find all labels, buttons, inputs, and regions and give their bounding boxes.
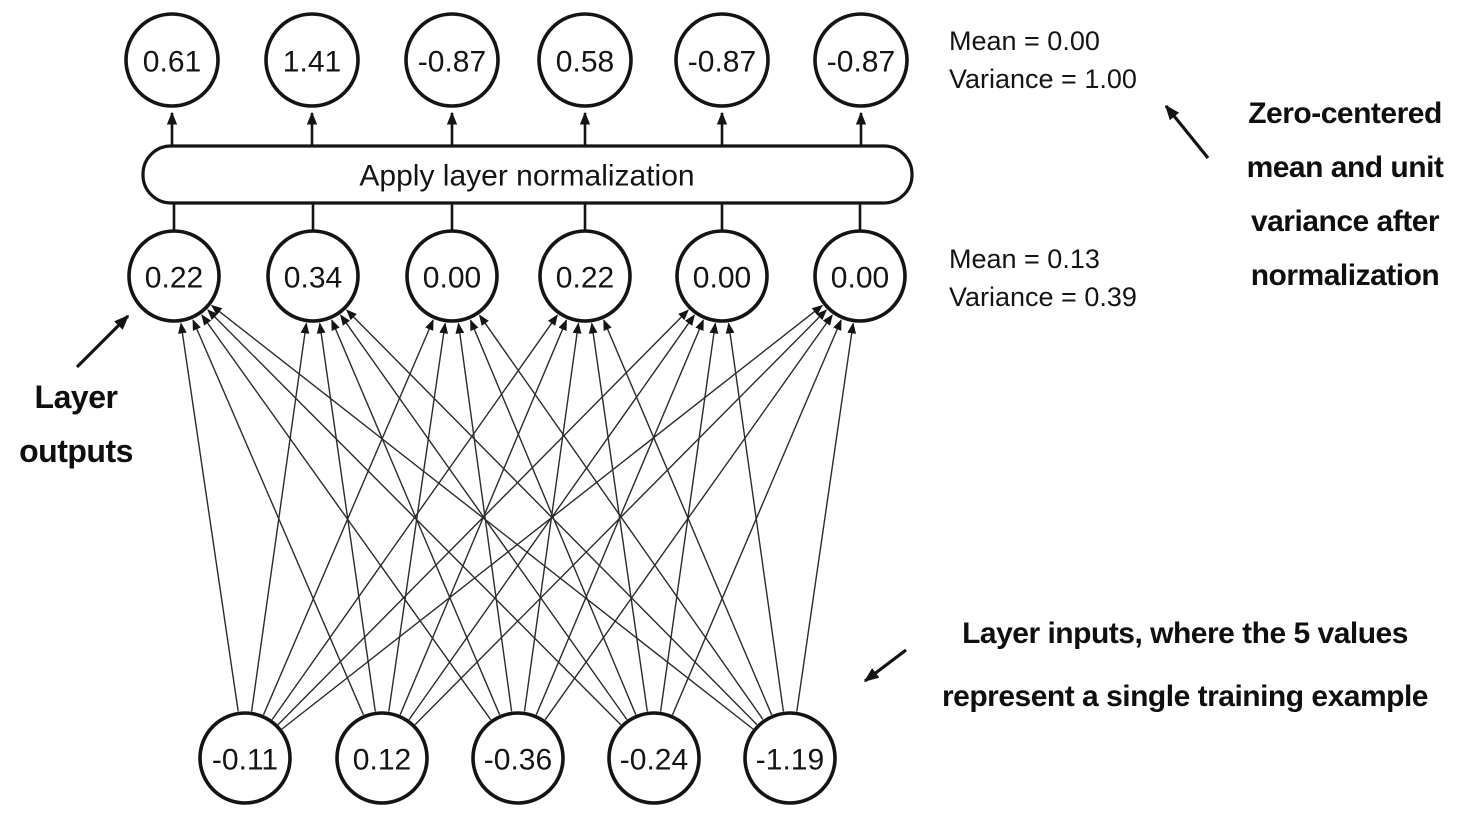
layer-outputs-annotation: Layer outputs bbox=[19, 314, 133, 469]
connection-line bbox=[210, 304, 754, 730]
layer-output-node: 0.34 bbox=[266, 229, 360, 323]
connection-line bbox=[340, 314, 628, 721]
node-circle bbox=[537, 12, 633, 108]
node-value: 0.34 bbox=[284, 262, 342, 295]
annotation-line: represent a single training example bbox=[942, 680, 1428, 713]
node-value: 0.22 bbox=[556, 262, 614, 295]
annotation-line: mean and unit bbox=[1247, 151, 1444, 184]
node-value: 0.58 bbox=[556, 46, 614, 79]
node-circle bbox=[198, 711, 292, 805]
node-circle bbox=[405, 229, 499, 323]
connection-line bbox=[796, 322, 857, 712]
variance-after-norm: Variance = 1.00 bbox=[949, 64, 1137, 94]
connection-line bbox=[469, 319, 637, 715]
node-circle bbox=[404, 12, 500, 108]
normalized-output-node: -0.87 bbox=[404, 12, 500, 108]
connection-line bbox=[478, 314, 764, 720]
annotation-line: Layer bbox=[35, 379, 118, 415]
annotation-line: variance after bbox=[1251, 205, 1440, 238]
normalized-output-node: 0.61 bbox=[124, 12, 220, 108]
connection-line bbox=[455, 322, 513, 712]
node-circle bbox=[813, 229, 907, 323]
normalization-box bbox=[141, 144, 914, 205]
connection-line bbox=[207, 309, 622, 726]
node-value: -0.36 bbox=[484, 744, 552, 777]
connection-line bbox=[192, 319, 365, 716]
connection-line bbox=[316, 322, 376, 712]
connection-line bbox=[588, 322, 648, 712]
connection-line bbox=[346, 309, 758, 726]
connection-line bbox=[671, 319, 842, 716]
node-circle bbox=[264, 12, 360, 108]
layer-output-node: 0.00 bbox=[405, 229, 499, 323]
network-nodes: 0.61 1.41 -0.87 0.58 -0.87 -0.87 0.22 0.34 0.00 0… bbox=[124, 12, 909, 805]
connection-line bbox=[544, 314, 833, 721]
node-value: 1.41 bbox=[283, 46, 341, 79]
node-circle bbox=[607, 711, 701, 805]
annotation-line: normalization bbox=[1251, 259, 1440, 292]
node-value: -0.24 bbox=[620, 744, 688, 777]
connection-line bbox=[201, 314, 492, 721]
node-value: 0.00 bbox=[831, 262, 889, 295]
node-value: 0.12 bbox=[353, 744, 411, 777]
node-value: -0.87 bbox=[688, 46, 756, 79]
connection-line bbox=[331, 319, 501, 715]
node-value: 0.22 bbox=[145, 262, 203, 295]
hidden-to-box-lines bbox=[172, 203, 862, 230]
layer-output-node: 0.22 bbox=[127, 229, 221, 323]
node-value: -0.11 bbox=[212, 744, 278, 777]
normalization-box-label: Apply layer normalization bbox=[359, 160, 694, 193]
node-circle bbox=[335, 711, 429, 805]
node-circle bbox=[813, 12, 909, 108]
node-circle bbox=[674, 12, 770, 108]
connection-line bbox=[603, 319, 773, 715]
node-value: 0.61 bbox=[143, 46, 201, 79]
layer-output-node: 0.22 bbox=[538, 229, 632, 323]
layer-input-node: -0.24 bbox=[607, 711, 701, 805]
node-value: -0.87 bbox=[827, 46, 895, 79]
layer-input-node: -0.11 bbox=[198, 711, 292, 805]
input-output-connections bbox=[178, 304, 857, 730]
layer-input-node: 0.12 bbox=[335, 711, 429, 805]
layer-outputs-arrow bbox=[75, 314, 130, 369]
node-circle bbox=[675, 229, 769, 323]
node-value: 0.00 bbox=[423, 262, 481, 295]
connection-line bbox=[178, 322, 239, 712]
normalized-output-node: -0.87 bbox=[813, 12, 909, 108]
normalized-output-node: -0.87 bbox=[674, 12, 770, 108]
layer-output-node: 0.00 bbox=[813, 229, 907, 323]
variance-before-norm: Variance = 0.39 bbox=[949, 282, 1137, 312]
node-circle bbox=[266, 229, 360, 323]
normalized-output-node: 0.58 bbox=[537, 12, 633, 108]
mean-after-norm: Mean = 0.00 bbox=[949, 26, 1100, 56]
annotation-line: Zero-centered bbox=[1248, 97, 1442, 130]
layer-input-node: -0.36 bbox=[471, 711, 565, 805]
layer-output-node: 0.00 bbox=[675, 229, 769, 323]
normalized-output-node: 1.41 bbox=[264, 12, 360, 108]
node-circle bbox=[471, 711, 565, 805]
layer-inputs-annotation: Layer inputs, where the 5 values represe… bbox=[863, 617, 1429, 713]
node-value: 0.00 bbox=[693, 262, 751, 295]
mean-before-norm: Mean = 0.13 bbox=[949, 244, 1100, 274]
connection-line bbox=[388, 322, 449, 712]
node-value: -0.87 bbox=[418, 46, 486, 79]
node-circle bbox=[743, 711, 837, 805]
node-value: -1.19 bbox=[756, 744, 824, 777]
connection-line bbox=[262, 319, 434, 716]
layer-inputs-arrow bbox=[863, 648, 907, 683]
node-circle bbox=[538, 229, 632, 323]
box-to-output-arrows bbox=[166, 111, 867, 146]
node-circle bbox=[127, 229, 221, 323]
connection-line bbox=[725, 322, 785, 712]
zero-centered-arrow bbox=[1164, 104, 1210, 160]
annotation-line: outputs bbox=[19, 433, 133, 469]
layer-input-node: -1.19 bbox=[743, 711, 837, 805]
annotation-line: Layer inputs, where the 5 values bbox=[962, 617, 1408, 650]
node-circle bbox=[124, 12, 220, 108]
zero-centered-annotation: Zero-centered mean and unit variance aft… bbox=[1164, 97, 1444, 292]
